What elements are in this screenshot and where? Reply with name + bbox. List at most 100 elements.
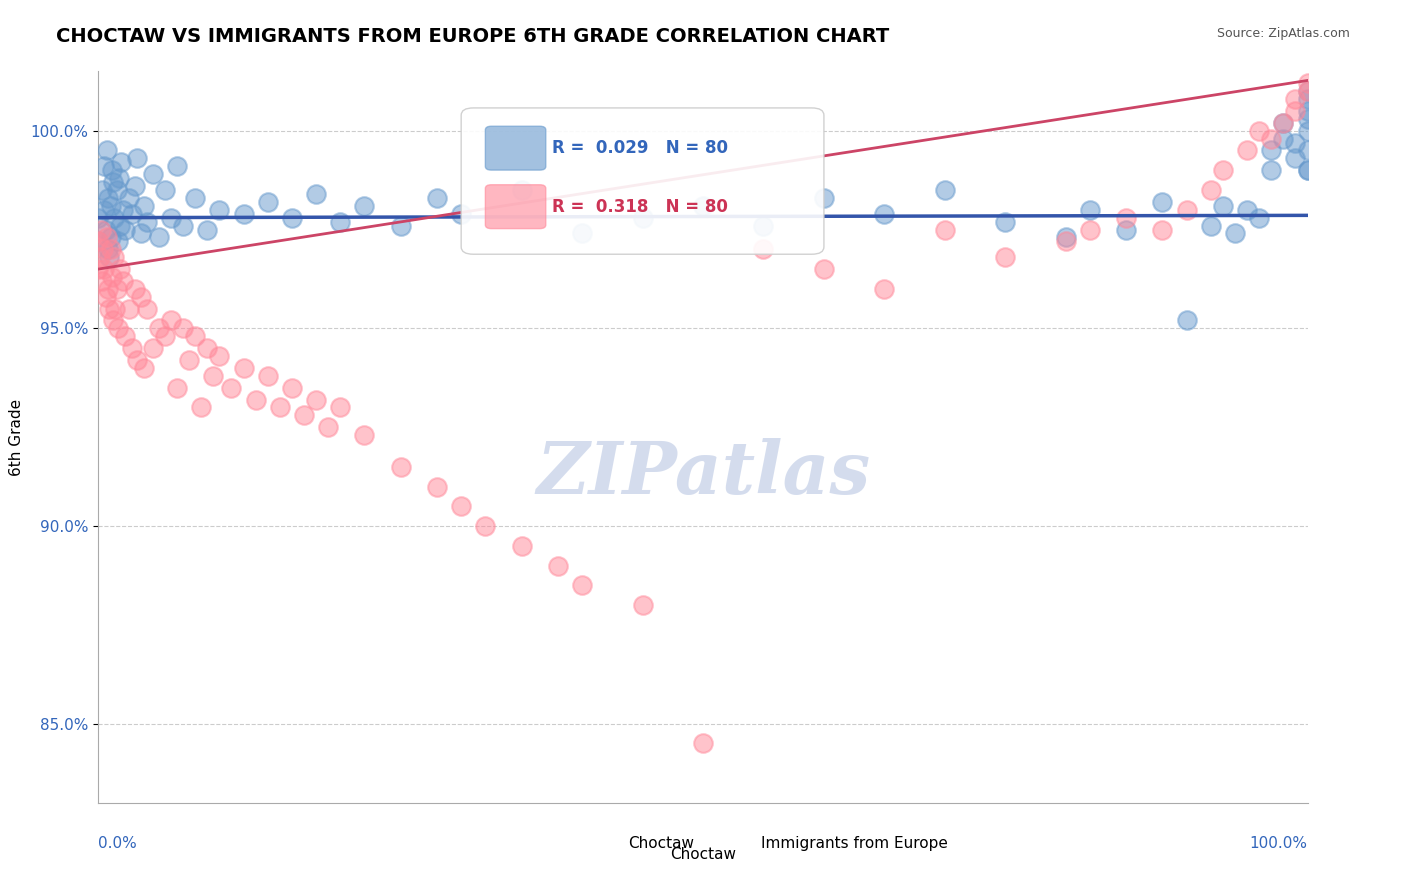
- Point: [1152, 222, 1174, 236]
- Point: [1284, 92, 1306, 106]
- Point: [329, 401, 352, 415]
- Point: [87, 235, 110, 249]
- Point: [195, 222, 218, 236]
- Point: [221, 381, 243, 395]
- Point: [1249, 211, 1271, 225]
- Point: [1152, 194, 1174, 209]
- Point: [208, 349, 231, 363]
- Point: [153, 183, 176, 197]
- Point: [87, 235, 110, 249]
- Text: ZIPatlas: ZIPatlas: [536, 438, 870, 509]
- Point: [166, 381, 188, 395]
- Point: [89, 250, 111, 264]
- Point: [692, 199, 714, 213]
- Point: [1296, 103, 1319, 118]
- Point: [97, 191, 120, 205]
- Point: [87, 262, 110, 277]
- Point: [571, 578, 593, 592]
- Point: [1260, 144, 1282, 158]
- Text: R =  0.029   N = 80: R = 0.029 N = 80: [551, 139, 728, 157]
- Text: Choctaw: Choctaw: [671, 847, 735, 862]
- Point: [111, 274, 134, 288]
- Point: [256, 194, 278, 209]
- Point: [195, 341, 218, 355]
- FancyBboxPatch shape: [461, 108, 824, 254]
- Point: [1296, 163, 1319, 178]
- Point: [108, 219, 131, 233]
- Point: [104, 301, 127, 316]
- Point: [134, 360, 156, 375]
- Point: [1212, 163, 1234, 178]
- Point: [160, 211, 183, 225]
- Point: [100, 230, 122, 244]
- Point: [1296, 144, 1319, 158]
- Point: [114, 222, 136, 236]
- Point: [93, 262, 115, 277]
- Point: [1296, 84, 1319, 98]
- Point: [1249, 123, 1271, 137]
- Point: [256, 368, 278, 383]
- Point: [873, 207, 896, 221]
- Point: [281, 381, 304, 395]
- Point: [124, 179, 146, 194]
- Point: [1296, 92, 1319, 106]
- Point: [87, 211, 110, 225]
- Point: [107, 235, 129, 249]
- Point: [118, 301, 141, 316]
- Point: [1296, 112, 1319, 126]
- Point: [426, 479, 449, 493]
- Point: [118, 191, 141, 205]
- Point: [91, 274, 114, 288]
- Point: [1175, 313, 1198, 327]
- Point: [1223, 227, 1246, 241]
- Point: [114, 329, 136, 343]
- Point: [1296, 123, 1319, 137]
- Text: CHOCTAW VS IMMIGRANTS FROM EUROPE 6TH GRADE CORRELATION CHART: CHOCTAW VS IMMIGRANTS FROM EUROPE 6TH GR…: [56, 27, 890, 45]
- Point: [631, 598, 654, 612]
- Point: [474, 519, 496, 533]
- Point: [1272, 131, 1295, 145]
- Point: [172, 219, 194, 233]
- Point: [166, 159, 188, 173]
- Point: [1212, 199, 1234, 213]
- Point: [292, 409, 315, 423]
- Text: Immigrants from Europe: Immigrants from Europe: [761, 836, 948, 851]
- Point: [108, 171, 131, 186]
- Point: [94, 290, 117, 304]
- Point: [1272, 116, 1295, 130]
- Point: [1236, 144, 1258, 158]
- Point: [98, 301, 121, 316]
- Point: [692, 737, 714, 751]
- Point: [148, 321, 170, 335]
- Point: [1296, 163, 1319, 178]
- Point: [1199, 183, 1222, 197]
- Point: [232, 207, 254, 221]
- Point: [96, 144, 118, 158]
- Point: [101, 313, 124, 327]
- Point: [450, 500, 472, 514]
- Point: [172, 321, 194, 335]
- Point: [1115, 222, 1137, 236]
- Point: [1236, 202, 1258, 217]
- Point: [1296, 76, 1319, 90]
- Point: [179, 353, 201, 368]
- Point: [96, 230, 118, 244]
- Point: [389, 459, 412, 474]
- Point: [450, 207, 472, 221]
- Point: [873, 282, 896, 296]
- Point: [631, 211, 654, 225]
- Point: [100, 269, 122, 284]
- Point: [571, 227, 593, 241]
- Point: [108, 262, 131, 277]
- Point: [103, 250, 125, 264]
- Point: [129, 290, 152, 304]
- Point: [934, 222, 956, 236]
- Point: [127, 353, 149, 368]
- Point: [153, 329, 176, 343]
- Point: [93, 159, 115, 173]
- Point: [1260, 163, 1282, 178]
- Point: [547, 558, 569, 573]
- Point: [103, 211, 125, 225]
- Point: [124, 282, 146, 296]
- Point: [208, 202, 231, 217]
